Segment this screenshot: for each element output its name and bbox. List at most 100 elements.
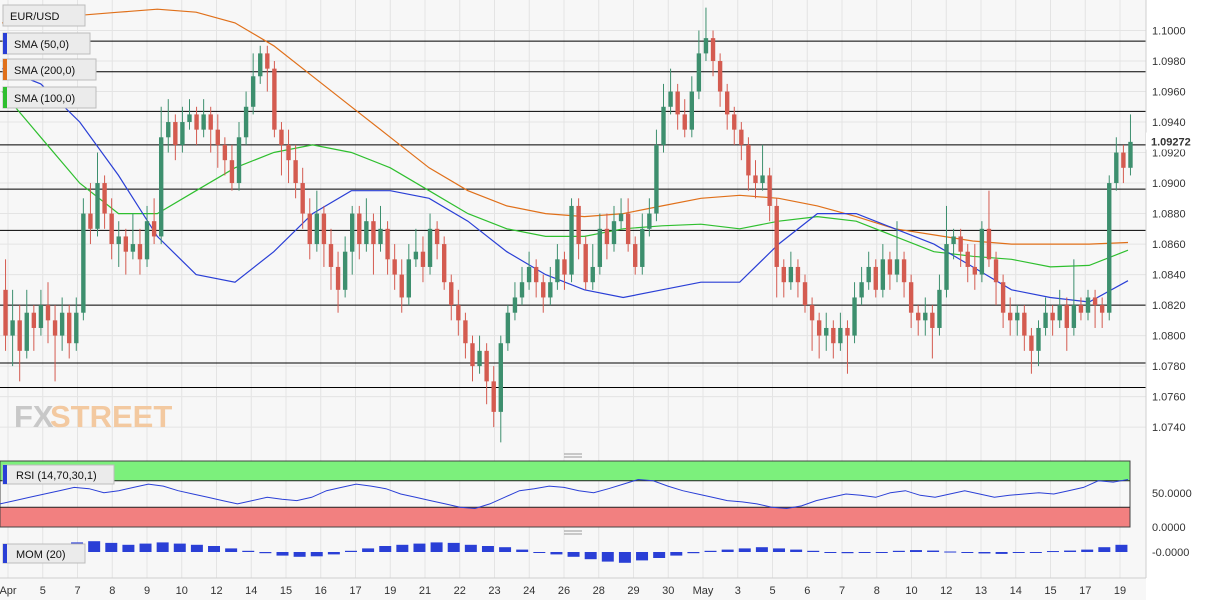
- mom-bar: [790, 549, 803, 552]
- last-price-label: 1.09272: [1151, 137, 1191, 149]
- mom-bar: [1046, 551, 1059, 553]
- candle-down: [17, 305, 22, 382]
- candle-body: [930, 312, 935, 328]
- legend-mom[interactable]: MOM (20): [2, 543, 86, 564]
- candle-body: [449, 282, 454, 306]
- candle-down: [31, 305, 37, 351]
- legend-symbol[interactable]: EUR/USD: [2, 4, 86, 27]
- mom-bar: [516, 549, 529, 552]
- legend-sma50[interactable]: SMA (50,0): [2, 32, 91, 55]
- candle-up: [1071, 259, 1077, 336]
- candle-down: [795, 259, 801, 298]
- mom-bar: [909, 550, 922, 552]
- candle-body: [166, 122, 171, 138]
- candle-up: [1107, 175, 1112, 321]
- candle-down: [1099, 297, 1105, 328]
- candle-body: [923, 312, 928, 321]
- candle-up: [555, 244, 560, 290]
- candle-down: [604, 213, 610, 260]
- legend-symbol-label: EUR/USD: [10, 11, 60, 23]
- candle-down: [1121, 144, 1126, 184]
- candle-body: [569, 205, 574, 275]
- candle-body: [272, 68, 277, 130]
- candle-down: [45, 282, 51, 344]
- candle-down: [816, 312, 822, 359]
- candle-up: [1015, 305, 1020, 336]
- mom-bar: [670, 552, 683, 556]
- candle-body: [441, 244, 447, 283]
- candle-down: [399, 259, 404, 313]
- candle-down: [449, 274, 454, 321]
- legend-sma100[interactable]: SMA (100,0): [2, 86, 97, 109]
- candle-body: [258, 53, 263, 77]
- x-tick-label: 10: [176, 585, 188, 597]
- mom-bar: [773, 548, 786, 552]
- legend-rsi[interactable]: RSI (14,70,30,1): [2, 464, 115, 485]
- candle-down: [52, 305, 58, 382]
- candle-body: [180, 122, 185, 145]
- x-tick-label: 17: [1079, 585, 1091, 597]
- candle-body: [477, 350, 482, 367]
- rsi-oversold-zone: [0, 507, 1130, 527]
- x-tick-label: 10: [905, 585, 917, 597]
- candle-up: [180, 106, 185, 153]
- mom-bar: [824, 552, 837, 553]
- candle-body: [335, 266, 341, 290]
- candle-body: [67, 312, 72, 344]
- candle-down: [908, 274, 914, 328]
- candle-down: [717, 53, 723, 107]
- candle-down: [194, 106, 199, 145]
- candle-up: [201, 99, 206, 138]
- mom-bar: [927, 550, 940, 552]
- candle-body: [519, 282, 525, 298]
- x-tick-label: 17: [349, 585, 361, 597]
- candle-body: [420, 251, 426, 267]
- candle-down: [930, 305, 935, 359]
- candle-down: [562, 251, 567, 290]
- plot-background: [0, 0, 1146, 600]
- candle-down: [887, 251, 893, 290]
- candle-down: [576, 198, 581, 260]
- x-tick-label: 23: [488, 585, 500, 597]
- candle-body: [654, 144, 659, 214]
- candle-down: [463, 312, 468, 359]
- candle-body: [781, 266, 786, 283]
- candle-down: [767, 167, 772, 222]
- candle-down: [392, 244, 397, 290]
- candle-down: [151, 198, 157, 245]
- pane-splitter-rsi[interactable]: [564, 530, 582, 535]
- candle-down: [739, 122, 744, 161]
- x-tick-label: 22: [454, 585, 466, 597]
- candle-body: [300, 183, 305, 214]
- mom-bar: [738, 548, 751, 552]
- candle-down: [1007, 297, 1013, 336]
- candle-up: [378, 205, 383, 252]
- candle-down: [1078, 297, 1084, 321]
- candle-body: [944, 244, 949, 290]
- candle-up: [1057, 289, 1062, 328]
- mom-bar: [1081, 549, 1094, 552]
- candle-down: [541, 274, 546, 313]
- candle-up: [1043, 297, 1048, 336]
- last-price-tag: 1.09272: [1146, 132, 1198, 150]
- candle-body: [123, 236, 129, 252]
- candle-body: [307, 213, 312, 245]
- x-tick-label: 16: [315, 585, 327, 597]
- mom-bar: [807, 550, 820, 552]
- pane-splitter-main[interactable]: [564, 453, 582, 458]
- candle-body: [484, 350, 489, 382]
- x-tick-label: 9: [144, 585, 150, 597]
- y-tick-label: 1.1000: [1152, 26, 1186, 38]
- candle-up: [647, 198, 652, 237]
- legend-sma200[interactable]: SMA (200,0): [2, 58, 97, 81]
- candle-body: [838, 327, 843, 344]
- candle-body: [562, 259, 567, 275]
- candle-down: [809, 297, 815, 351]
- candle-body: [17, 320, 22, 351]
- candle-up: [880, 244, 886, 298]
- candle-down: [993, 251, 999, 306]
- candle-body: [611, 221, 617, 245]
- mom-bar: [276, 552, 289, 556]
- candle-down: [1022, 305, 1027, 351]
